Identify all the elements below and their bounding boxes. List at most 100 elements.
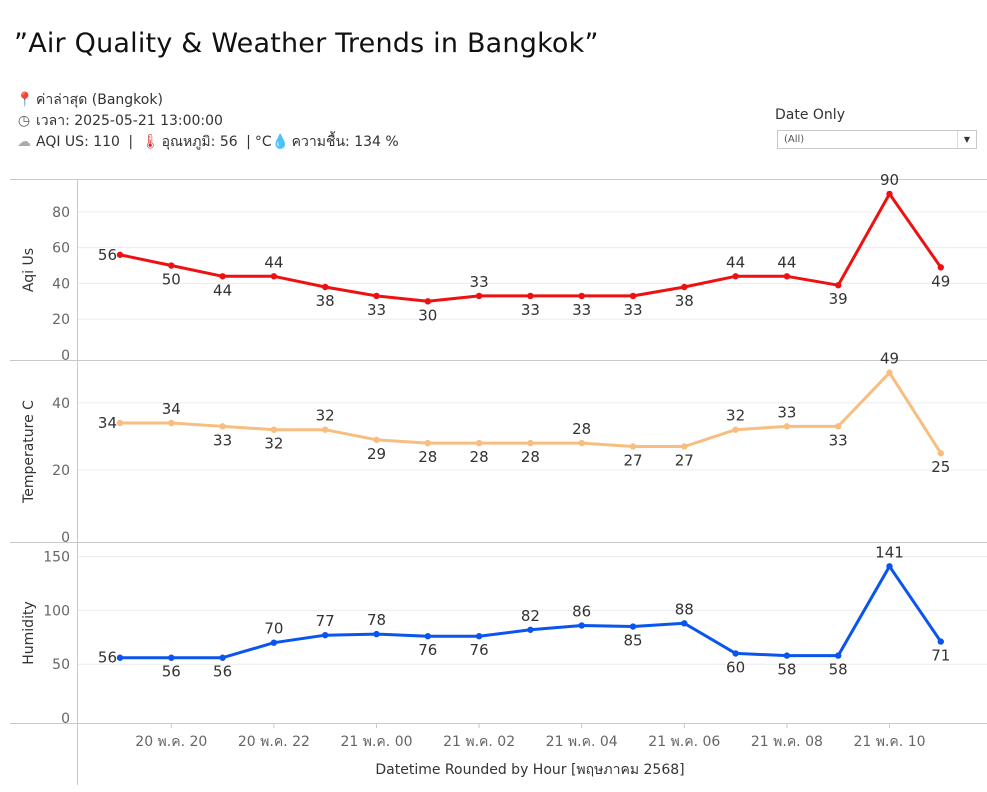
x-tick-label: 21 พ.ค. 08 bbox=[751, 734, 823, 750]
temperature-data-point bbox=[219, 423, 226, 430]
date-filter-dropdown[interactable]: (All) ▼ bbox=[777, 130, 977, 149]
aqi-data-label: 44 bbox=[213, 281, 232, 299]
aqi-data-label: 38 bbox=[316, 292, 335, 310]
aqi-data-point bbox=[322, 283, 329, 291]
humidity-value: 134 % bbox=[354, 134, 399, 150]
temperature-data-label: 27 bbox=[623, 451, 642, 469]
temp-label: อุณหภูมิ: bbox=[161, 134, 216, 150]
temperature-data-point bbox=[475, 439, 483, 447]
temperature-data-label: 28 bbox=[521, 448, 540, 466]
humidity-data-label: 71 bbox=[931, 647, 950, 665]
humidity-y-tick-label: 150 bbox=[43, 550, 70, 566]
humidity-data-label: 58 bbox=[829, 661, 848, 679]
humidity-y-axis-label: Humidity bbox=[21, 601, 37, 664]
temperature-y-tick-label: 20 bbox=[52, 463, 70, 479]
aqi-y-tick-label: 60 bbox=[52, 241, 70, 257]
aqi-data-label: 39 bbox=[829, 290, 848, 308]
humidity-data-label: 141 bbox=[875, 543, 904, 561]
temperature-data-point bbox=[629, 443, 637, 450]
humidity-y-tick-label: 100 bbox=[43, 603, 70, 619]
aqi-data-label: 38 bbox=[675, 292, 694, 310]
humidity-label: ความชื้น: bbox=[291, 134, 350, 150]
x-tick-label: 21 พ.ค. 06 bbox=[648, 734, 720, 750]
clock-icon: ◷ bbox=[17, 113, 31, 129]
metrics-line: ☁ AQI US: 110 | 🌡 อุณหภูมิ: 56 | °C💧 ความชื้… bbox=[17, 134, 399, 150]
humidity-data-point bbox=[270, 639, 278, 646]
humidity-data-point bbox=[168, 654, 175, 661]
humidity-data-label: 86 bbox=[572, 602, 591, 620]
humidity-data-point bbox=[219, 654, 226, 661]
temperature-data-point bbox=[322, 426, 329, 433]
aqi-data-label: 90 bbox=[880, 171, 899, 189]
aqi-data-point bbox=[116, 251, 124, 258]
humidity-data-label: 60 bbox=[726, 658, 745, 676]
humidity-data-point bbox=[116, 654, 124, 661]
humidity-data-point bbox=[424, 633, 431, 640]
aqi-data-label: 44 bbox=[726, 253, 745, 271]
temperature-data-label: 25 bbox=[931, 458, 950, 476]
aqi-data-point bbox=[835, 282, 842, 289]
temp-value: 56 bbox=[219, 134, 238, 150]
temp-unit: °C bbox=[254, 134, 272, 150]
humidity-data-label: 77 bbox=[316, 612, 335, 630]
latest-label: ค่าล่าสุด bbox=[36, 92, 88, 108]
smog-icon: ☁ bbox=[17, 134, 31, 150]
humidity-data-point bbox=[886, 563, 893, 570]
temperature-data-point bbox=[937, 449, 944, 457]
aqi-data-label: 56 bbox=[98, 246, 117, 264]
aqi-y-tick-label: 20 bbox=[52, 312, 70, 328]
humidity-data-point bbox=[732, 650, 739, 657]
aqi-data-point bbox=[629, 292, 637, 300]
aqi-data-point bbox=[168, 262, 175, 269]
aqi-y-tick-label: 40 bbox=[52, 276, 70, 292]
temperature-data-point bbox=[270, 426, 278, 433]
humidity-data-label: 56 bbox=[98, 649, 117, 667]
droplet-icon: 💧 bbox=[271, 134, 290, 150]
aqi-data-point bbox=[886, 190, 893, 198]
aqi-y-tick-label: 0 bbox=[61, 348, 70, 364]
temperature-data-label: 32 bbox=[726, 407, 745, 425]
humidity-data-point bbox=[578, 622, 585, 629]
humidity-data-label: 56 bbox=[162, 663, 181, 681]
aqi-data-point bbox=[475, 292, 483, 300]
temperature-data-point bbox=[168, 419, 175, 427]
temperature-data-label: 34 bbox=[162, 400, 181, 418]
humidity-data-point bbox=[681, 620, 688, 627]
aqi-data-label: 44 bbox=[264, 253, 283, 271]
temperature-data-point bbox=[835, 423, 842, 430]
humidity-data-label: 76 bbox=[470, 641, 489, 659]
humidity-data-point bbox=[373, 630, 380, 638]
humidity-data-label: 88 bbox=[675, 600, 694, 618]
chevron-down-icon[interactable]: ▼ bbox=[957, 131, 976, 148]
aqi-data-point bbox=[373, 292, 380, 300]
aqi-data-label: 33 bbox=[521, 301, 540, 319]
thermometer-icon: 🌡 bbox=[141, 134, 160, 150]
aqi-data-point bbox=[681, 283, 688, 291]
humidity-data-label: 56 bbox=[213, 663, 232, 681]
humidity-data-point bbox=[527, 626, 534, 633]
date-filter-value: (All) bbox=[784, 134, 805, 145]
temperature-data-label: 27 bbox=[675, 451, 694, 469]
pin-icon: 📍 bbox=[16, 92, 34, 108]
x-tick-label: 21 พ.ค. 04 bbox=[546, 734, 618, 750]
x-tick-label: 21 พ.ค. 02 bbox=[443, 734, 515, 750]
temperature-data-point bbox=[783, 423, 791, 430]
aqi-data-point bbox=[937, 264, 944, 271]
aqi-y-tick-label: 80 bbox=[52, 205, 70, 221]
temperature-y-tick-label: 40 bbox=[52, 396, 70, 412]
aqi-data-point bbox=[527, 292, 534, 300]
aqi-data-label: 44 bbox=[777, 253, 796, 271]
time-label: เวลา: bbox=[36, 113, 70, 129]
temperature-data-point bbox=[527, 439, 534, 447]
aqi-y-axis-label: Aqi Us bbox=[21, 248, 37, 292]
aqi-data-point bbox=[732, 273, 739, 280]
temperature-data-point bbox=[424, 439, 431, 447]
date-filter-label: Date Only bbox=[775, 107, 845, 123]
x-axis-label: Datetime Rounded by Hour [พฤษภาคม 2568] bbox=[375, 762, 684, 778]
humidity-y-tick-label: 50 bbox=[52, 657, 70, 673]
temperature-data-point bbox=[732, 426, 739, 433]
temperature-data-label: 49 bbox=[880, 350, 899, 368]
temperature-data-point bbox=[578, 439, 585, 447]
page-title: ”Air Quality & Weather Trends in Bangkok… bbox=[14, 28, 599, 59]
